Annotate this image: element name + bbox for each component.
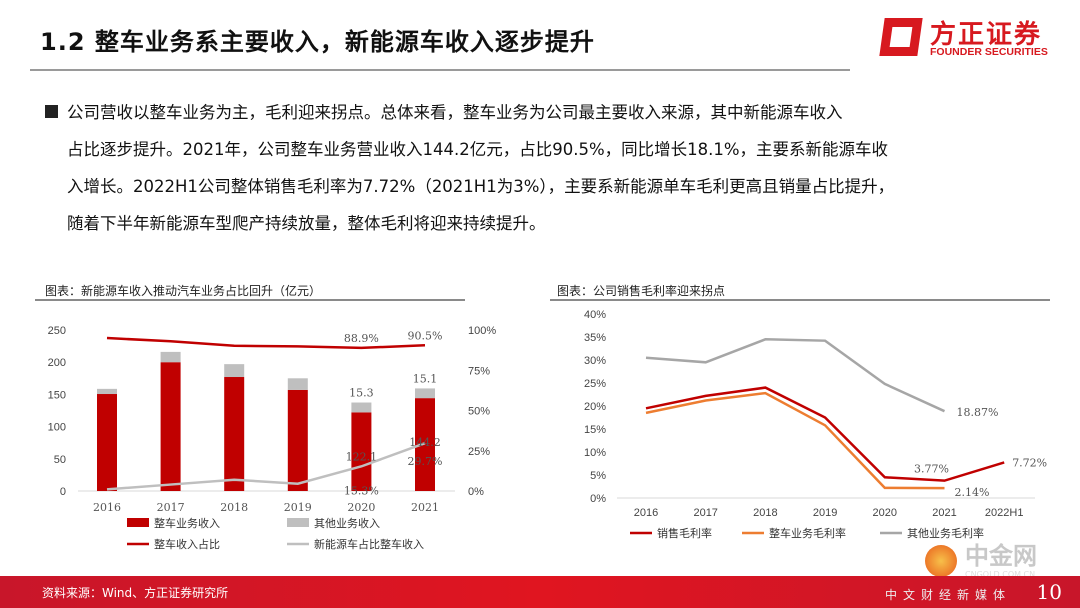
x-tick-label: 2018 xyxy=(220,501,248,514)
legend-label: 其他业务毛利率 xyxy=(907,526,984,540)
y-tick-label: 100 xyxy=(48,422,66,434)
bar-整车业务收入 xyxy=(97,394,117,491)
line-新能源车占比整车收入 xyxy=(106,442,426,491)
y-tick-label: 200 xyxy=(48,357,66,369)
data-label: 88.9% xyxy=(344,332,379,345)
y-tick-label: 30% xyxy=(584,355,606,367)
bar-其他业务收入 xyxy=(287,378,308,390)
y2-tick-label: 50% xyxy=(468,406,490,418)
y2-tick-label: 100% xyxy=(468,325,496,337)
data-label: 7.72% xyxy=(1012,456,1047,469)
line-整车收入占比 xyxy=(106,336,426,350)
watermark-logo-icon xyxy=(925,545,957,577)
bar-其他业务收入 xyxy=(97,388,117,395)
watermark-en: CNGOLD.COM.CN xyxy=(965,570,1036,579)
legend-label: 整车收入占比 xyxy=(154,537,220,551)
y-tick-label: 35% xyxy=(584,332,606,344)
y-tick-label: 0% xyxy=(590,493,606,505)
y-tick-label: 0 xyxy=(60,486,66,498)
page-number: 10 xyxy=(1036,580,1062,604)
y-tick-label: 20% xyxy=(584,401,606,413)
x-tick-label: 2022H1 xyxy=(985,507,1024,519)
legend-label: 其他业务收入 xyxy=(314,516,380,530)
bar-整车业务收入 xyxy=(160,362,181,491)
y2-tick-label: 75% xyxy=(468,365,490,377)
line-销售毛利率 xyxy=(645,386,1005,482)
summary-line: 公司营收以整车业务为主，毛利迎来拐点。总体来看，整车业务为公司最主要收入来源，其… xyxy=(67,103,843,122)
chart1-title: 图表：新能源车收入推动汽车业务占比回升（亿元） xyxy=(45,284,322,298)
y-tick-label: 15% xyxy=(584,424,606,436)
line-其他业务毛利率 xyxy=(645,338,946,413)
legend-label: 整车业务毛利率 xyxy=(769,526,846,540)
y-tick-label: 150 xyxy=(48,389,66,401)
bar-其他业务收入 xyxy=(415,388,435,399)
x-tick-label: 2017 xyxy=(157,501,185,514)
bar-整车业务收入 xyxy=(287,389,308,491)
square-bullet-icon xyxy=(45,105,58,118)
summary-line: 占比逐步提升。2021年，公司整车业务营业收入144.2亿元，占比90.5%，同… xyxy=(67,140,889,159)
legend-swatch xyxy=(287,518,309,527)
watermark-cn: 中金网 xyxy=(965,542,1037,570)
x-tick-label: 2020 xyxy=(347,501,375,514)
data-label: 29.7% xyxy=(408,455,443,468)
x-tick-label: 2017 xyxy=(693,507,717,519)
logo-cn: 方正证券 xyxy=(930,20,1043,50)
title-divider xyxy=(30,69,850,71)
data-label: 90.5% xyxy=(408,329,443,342)
chart1-divider xyxy=(35,299,465,301)
data-label: 122.1 xyxy=(346,450,378,463)
x-tick-label: 2021 xyxy=(932,507,956,519)
data-label: 2.14% xyxy=(955,486,990,499)
data-label: 3.77% xyxy=(914,463,949,476)
summary-paragraph: 公司营收以整车业务为主，毛利迎来拐点。总体来看，整车业务为公司最主要收入来源，其… xyxy=(45,94,1035,242)
x-tick-label: 2018 xyxy=(753,507,777,519)
chart2-divider xyxy=(550,299,1050,301)
data-label: 15.1 xyxy=(413,372,438,385)
data-label: 15.3% xyxy=(344,484,379,497)
legend-label: 整车业务收入 xyxy=(154,516,220,530)
summary-line: 入增长。2022H1公司整体销售毛利率为7.72%（2021H1为3%），主要系… xyxy=(67,177,895,196)
data-label: 18.87% xyxy=(957,406,999,419)
line-整车业务毛利率 xyxy=(645,391,945,490)
y-tick-label: 25% xyxy=(584,378,606,390)
y-tick-label: 50 xyxy=(54,454,66,466)
x-tick-label: 2019 xyxy=(813,507,837,519)
summary-line: 随着下半年新能源车型爬产持续放量，整体毛利将迎来持续提升。 xyxy=(67,214,546,233)
data-label: 15.3 xyxy=(349,387,374,400)
watermark-sub: 中文财经新媒体 xyxy=(885,588,1012,602)
bar-其他业务收入 xyxy=(160,351,181,363)
legend-label: 新能源车占比整车收入 xyxy=(314,537,424,551)
bar-其他业务收入 xyxy=(224,364,245,378)
y-tick-label: 250 xyxy=(48,325,66,337)
y-tick-label: 5% xyxy=(590,470,606,482)
logo-en: FOUNDER SECURITIES xyxy=(930,46,1048,58)
bar-其他业务收入 xyxy=(351,402,372,413)
data-label: 144.2 xyxy=(409,436,441,449)
y2-tick-label: 25% xyxy=(468,446,490,458)
x-tick-label: 2019 xyxy=(284,501,312,514)
bar-整车业务收入 xyxy=(224,377,245,491)
legend-swatch xyxy=(127,518,149,527)
y-tick-label: 10% xyxy=(584,447,606,459)
footer-bar: 资料来源：Wind、方正证券研究所 中文财经新媒体 10 xyxy=(0,576,1080,608)
x-tick-label: 2020 xyxy=(873,507,897,519)
page-title: 1.2 整车业务系主要收入，新能源车收入逐步提升 xyxy=(40,28,595,56)
legend-label: 销售毛利率 xyxy=(657,526,712,540)
x-tick-label: 2016 xyxy=(93,501,121,514)
y-tick-label: 40% xyxy=(584,309,606,321)
x-tick-label: 2016 xyxy=(634,507,658,519)
source-note: 资料来源：Wind、方正证券研究所 xyxy=(42,586,229,600)
chart2-title: 图表：公司销售毛利率迎来拐点 xyxy=(557,284,726,298)
y2-tick-label: 0% xyxy=(468,486,484,498)
x-tick-label: 2021 xyxy=(411,501,439,514)
bar-整车业务收入 xyxy=(351,412,372,491)
founder-securities-logo: 方正证券 FOUNDER SECURITIES xyxy=(879,16,1060,60)
bar-整车业务收入 xyxy=(415,398,435,491)
